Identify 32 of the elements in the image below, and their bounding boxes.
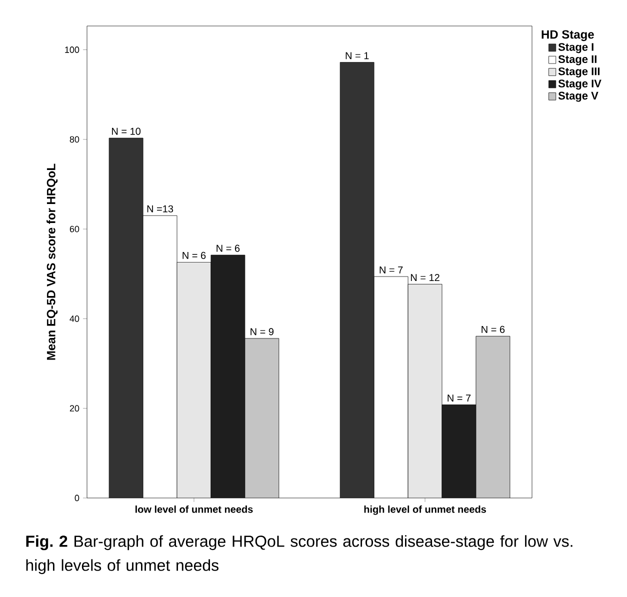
annotation: N = 12 (410, 274, 440, 281)
legend-label: Stage V (558, 92, 598, 102)
annotation: N = 10 (112, 128, 141, 135)
bar (442, 404, 476, 498)
legend-title: HD Stage (542, 30, 594, 42)
x-tick-label: high level of unmet needs (364, 506, 486, 515)
annotation: N = 1 (346, 52, 369, 60)
annotation: N = 6 (182, 252, 206, 260)
annotation: N = 9 (250, 328, 274, 336)
annotation: N = 7 (448, 394, 471, 402)
y-tick-label: 60 (70, 226, 80, 232)
bar (244, 338, 280, 498)
bar (476, 336, 510, 498)
y-tick-label: 100 (65, 46, 80, 53)
bar (210, 254, 246, 498)
legend-label: Stage III (558, 67, 600, 78)
bar (108, 138, 144, 498)
annotation: N =13 (147, 205, 174, 212)
y-tick-label: 40 (70, 316, 80, 322)
legend-label: Stage IV (558, 80, 602, 90)
annotation: N = 6 (482, 326, 505, 333)
y-tick-label: 20 (70, 405, 80, 412)
bar (340, 62, 374, 498)
y-axis-title: Mean EQ-5D VAS score for HRQoL (46, 164, 58, 360)
legend-label: Stage II (558, 55, 596, 66)
annotation: N = 6 (216, 244, 240, 252)
y-tick-label: 0 (74, 494, 80, 502)
text: Fig. 2 Bar-graph of average HRQoL scores across disease-stage for low vs. high levels of unmet needs (26, 535, 572, 574)
x-tick-label: low level of unmet needs (136, 506, 253, 513)
annotation: N = 7 (380, 266, 403, 274)
y-tick-label: 80 (70, 136, 80, 143)
legend-label: Stage I (558, 43, 594, 54)
